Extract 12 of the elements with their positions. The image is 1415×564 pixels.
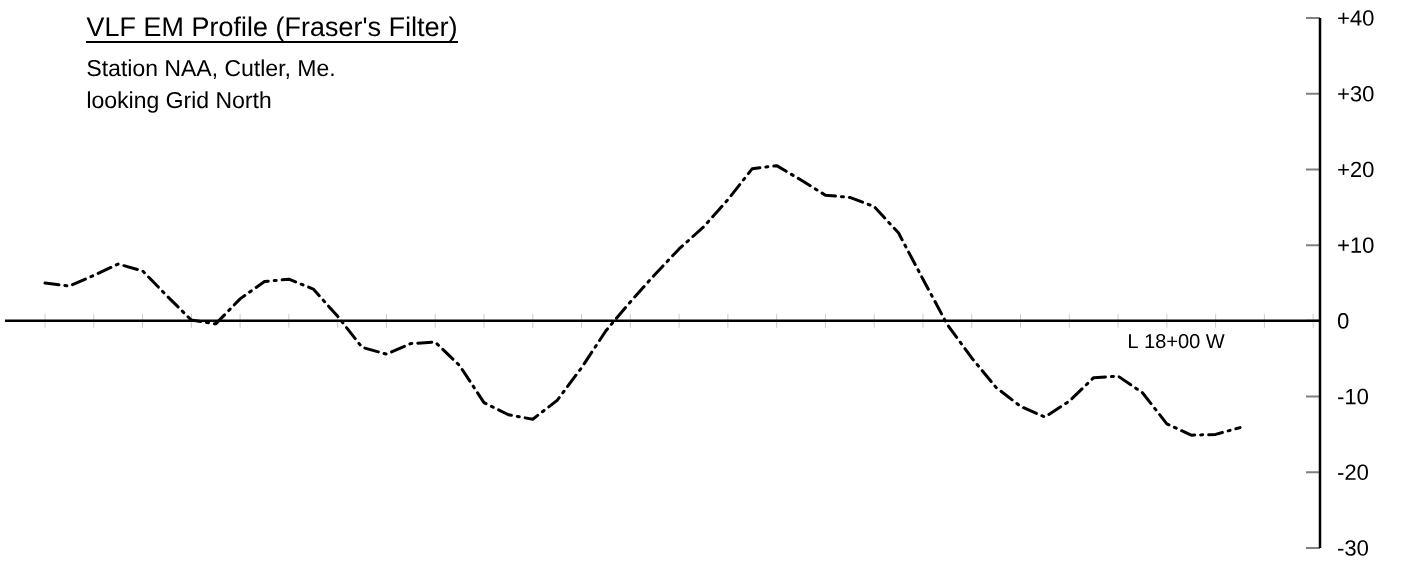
y-tick-label: 0 <box>1337 313 1349 329</box>
text: Station NAA, Cutler, Me. <box>87 59 334 79</box>
y-tick-label: +20 <box>1338 161 1374 178</box>
chart-title: VLF EM Profile (Fraser's Filter) <box>86 16 456 42</box>
y-tick-label: +30 <box>1338 85 1374 102</box>
y-tick-label: -10 <box>1338 388 1368 405</box>
y-tick-label: -30 <box>1338 540 1368 556</box>
y-tick-label: +40 <box>1338 10 1374 26</box>
y-tick-label: +10 <box>1338 237 1374 253</box>
y-tick-label: -20 <box>1338 464 1368 481</box>
annotation: L 18+00 W <box>1129 334 1225 349</box>
annotation: looking Grid North <box>87 91 271 113</box>
